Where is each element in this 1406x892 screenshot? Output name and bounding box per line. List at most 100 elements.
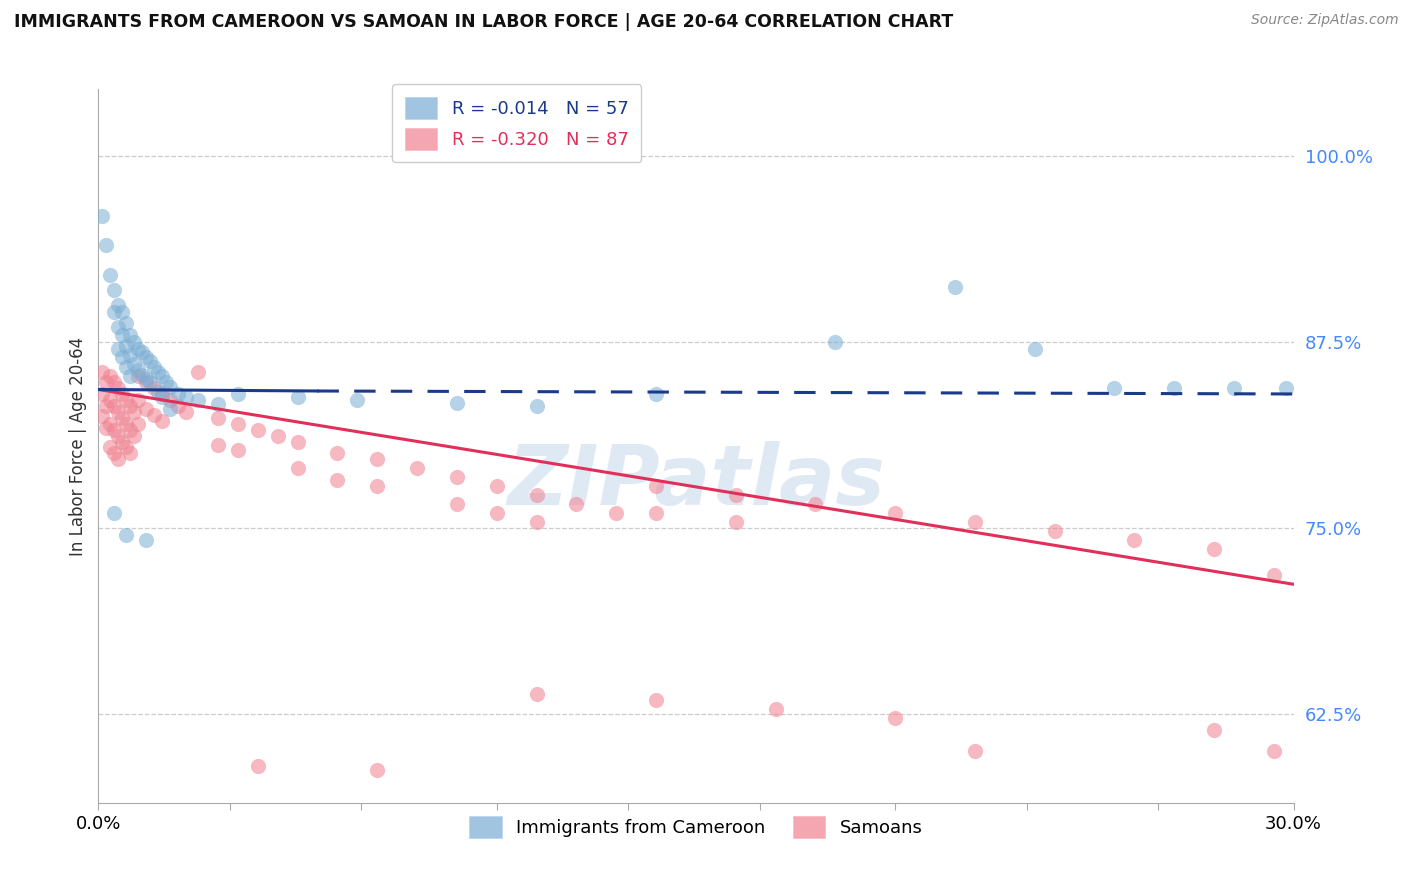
Point — [605, 506, 627, 520]
Point — [96, 375, 118, 389]
Point — [1104, 381, 1126, 395]
Point — [135, 401, 157, 416]
Point — [115, 441, 138, 455]
Point — [103, 423, 125, 437]
Point — [526, 399, 548, 413]
Point — [326, 473, 349, 487]
Point — [139, 354, 162, 368]
Point — [127, 417, 149, 431]
Point — [287, 434, 309, 449]
Point — [120, 399, 142, 413]
Point — [127, 392, 149, 407]
Text: ZIPatlas: ZIPatlas — [508, 442, 884, 522]
Point — [1274, 381, 1296, 395]
Point — [111, 350, 134, 364]
Point — [127, 369, 149, 384]
Point — [155, 375, 177, 389]
Point — [103, 446, 125, 460]
Point — [346, 392, 368, 407]
Point — [96, 399, 118, 413]
Point — [485, 506, 508, 520]
Point — [150, 390, 173, 404]
Point — [565, 497, 588, 511]
Point — [131, 368, 153, 382]
Point — [139, 375, 162, 389]
Point — [107, 405, 129, 419]
Point — [1123, 533, 1146, 547]
Point — [103, 399, 125, 413]
Point — [98, 268, 122, 282]
Point — [884, 711, 907, 725]
Point — [287, 461, 309, 475]
Point — [765, 702, 787, 716]
Point — [91, 387, 114, 401]
Point — [724, 515, 747, 529]
Point — [150, 414, 173, 428]
Point — [1163, 381, 1185, 395]
Point — [120, 348, 142, 362]
Point — [1263, 568, 1285, 582]
Point — [103, 375, 125, 389]
Point — [124, 334, 146, 349]
Point — [115, 339, 138, 353]
Point — [124, 357, 146, 371]
Point — [148, 365, 170, 379]
Point — [1043, 524, 1066, 538]
Point — [111, 327, 134, 342]
Point — [98, 417, 122, 431]
Point — [943, 280, 966, 294]
Point — [107, 381, 129, 395]
Point — [91, 365, 114, 379]
Point — [143, 408, 166, 422]
Point — [131, 345, 153, 359]
Point — [824, 334, 846, 349]
Point — [645, 479, 668, 493]
Point — [107, 320, 129, 334]
Point — [96, 238, 118, 252]
Point — [115, 528, 138, 542]
Point — [174, 390, 197, 404]
Point — [446, 396, 468, 410]
Point — [1202, 723, 1225, 737]
Point — [724, 488, 747, 502]
Point — [159, 401, 181, 416]
Point — [226, 417, 249, 431]
Point — [963, 744, 986, 758]
Point — [98, 369, 122, 384]
Point — [124, 405, 146, 419]
Point — [207, 397, 229, 411]
Point — [127, 343, 149, 357]
Point — [526, 515, 548, 529]
Y-axis label: In Labor Force | Age 20-64: In Labor Force | Age 20-64 — [69, 336, 87, 556]
Point — [366, 452, 388, 467]
Point — [111, 410, 134, 425]
Point — [1024, 343, 1046, 357]
Point — [96, 421, 118, 435]
Point — [115, 417, 138, 431]
Point — [187, 365, 209, 379]
Point — [207, 437, 229, 451]
Point — [98, 392, 122, 407]
Point — [120, 369, 142, 384]
Point — [246, 423, 269, 437]
Point — [366, 763, 388, 777]
Point — [159, 379, 181, 393]
Point — [267, 428, 290, 442]
Point — [150, 387, 173, 401]
Point — [150, 369, 173, 384]
Point — [159, 392, 181, 407]
Point — [226, 387, 249, 401]
Point — [645, 693, 668, 707]
Point — [115, 392, 138, 407]
Point — [135, 350, 157, 364]
Point — [526, 488, 548, 502]
Point — [103, 283, 125, 297]
Point — [135, 372, 157, 386]
Point — [174, 405, 197, 419]
Point — [107, 298, 129, 312]
Point — [645, 506, 668, 520]
Point — [207, 410, 229, 425]
Point — [98, 441, 122, 455]
Point — [1223, 381, 1246, 395]
Point — [167, 399, 190, 413]
